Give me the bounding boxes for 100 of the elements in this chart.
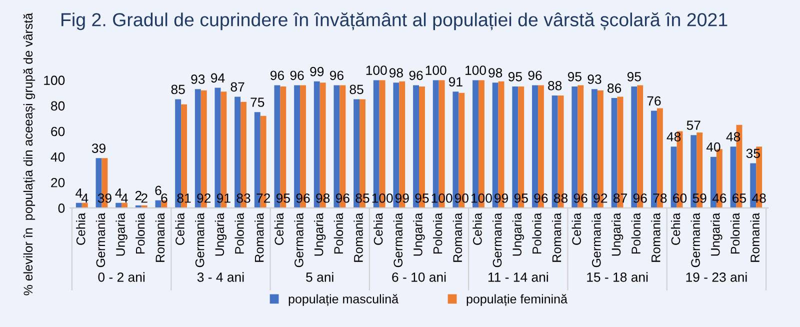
chart-title: Fig 2. Gradul de cuprindere în învățământ al populației de vârstă școlară în 2021 [62,12,728,30]
x-tick-label: Germania [690,212,700,268]
data-label: 98 [389,68,403,78]
data-label: 4 [121,194,128,203]
data-label: 87 [614,193,627,203]
x-tick-label: Cehia [472,212,482,245]
data-label: 2 [135,190,142,200]
data-label: 4 [115,188,122,198]
data-label: 60 [673,193,687,203]
x-tick-label: Cehia [374,212,383,245]
x-tick-label: Cehia [572,212,581,245]
data-label: 92 [594,193,608,203]
data-label: 95 [627,72,641,82]
data-label: 46 [712,193,726,203]
data-label: 95 [568,72,582,82]
x-tick-label: Germania [294,212,304,268]
x-tick-label: Romania [552,212,562,262]
text: 0 - 2 ani [98,272,145,282]
x-tick-label: Romania [452,212,462,262]
x-tick-label: Ungaria [611,212,624,256]
data-label: 76 [647,96,661,106]
data-label: 100 [432,193,452,203]
data-label: 100 [426,66,446,75]
data-label: 65 [732,193,746,203]
data-label: 91 [448,77,462,86]
data-label: 48 [752,193,766,203]
x-tick-label: Germania [592,212,601,268]
text: 19 - 23 ani [686,272,747,282]
data-label: 93 [588,74,602,84]
data-label: 85 [356,193,370,203]
x-tick-label: Ungaria [413,212,425,256]
x-tick-label: Ungaria [512,212,524,256]
text: 11 - 14 ani [488,272,548,282]
data-label: 40 [706,142,720,152]
x-tick-label: Cehia [274,212,284,245]
x-tick-label: Polonia [234,212,244,254]
data-label: 99 [395,193,409,203]
data-label: 83 [236,193,250,203]
y-tick-label: 20 [51,178,65,188]
x-tick-label: Germania [492,212,502,268]
data-label: 94 [211,73,225,83]
x-tick-label: Ungaria [710,212,722,256]
legend-label: populație masculină [288,294,399,306]
data-label: 99 [310,66,324,76]
x-tick-label: Polonia [433,212,442,254]
data-label: 6 [155,186,162,196]
data-label: 72 [256,193,270,203]
data-label: 4 [76,188,82,198]
text: 5 ani [306,272,334,282]
x-tick-label: Germania [393,212,403,268]
data-label: 85 [350,84,364,94]
legend-label: populație feminină [466,294,568,306]
data-label: 88 [548,80,562,90]
data-label: 59 [692,193,706,203]
data-label: 96 [534,193,548,203]
data-label: 100 [466,66,486,75]
data-label: 95 [514,193,528,203]
x-tick-label: Romania [155,212,165,262]
data-label: 75 [250,98,264,107]
data-label: 96 [409,70,423,80]
data-label: 90 [454,193,468,203]
x-tick-label: Cehia [76,212,86,245]
data-label: 100 [366,66,387,75]
x-tick-label: Cehia [175,212,184,245]
x-tick-label: Romania [750,212,760,262]
x-tick-label: Ungaria [116,212,128,256]
data-label: 95 [415,193,429,203]
data-label: 91 [216,193,230,203]
data-label: 99 [494,193,508,203]
data-label: 86 [608,84,622,93]
y-tick-label: 100 [44,76,65,86]
data-label: 100 [471,193,492,203]
x-tick-label: Romania [354,212,363,262]
data-label: 95 [276,193,290,203]
y-tick-label: 40 [50,152,65,162]
x-tick-label: Polonia [136,212,145,254]
data-label: 92 [197,193,211,203]
x-tick-label: Romania [651,212,660,262]
data-label: 78 [653,193,667,203]
text: 15 - 18 ani [587,272,648,282]
data-label: 96 [574,193,588,203]
data-label: 87 [230,82,244,92]
data-label: 96 [528,70,542,80]
data-label: 96 [296,193,310,203]
data-label: 2 [141,193,148,203]
x-tick-label: Polonia [631,212,640,254]
data-label: 100 [372,193,393,203]
data-label: 85 [171,84,185,94]
data-label: 88 [554,193,568,203]
x-tick-label: Germania [96,212,106,268]
text: 6 - 10 ani [392,272,446,282]
data-label: 4 [82,194,88,203]
y-tick-label: 80 [51,101,65,111]
x-tick-label: Polonia [532,212,542,254]
y-axis-title: % elevilor în populația din aceeași grupă de vârstă [23,12,36,296]
data-label: 93 [191,74,205,84]
data-label: 96 [336,193,350,203]
data-label: 57 [686,120,700,130]
data-label: 96 [270,70,284,80]
x-tick-label: Cehia [670,212,680,245]
